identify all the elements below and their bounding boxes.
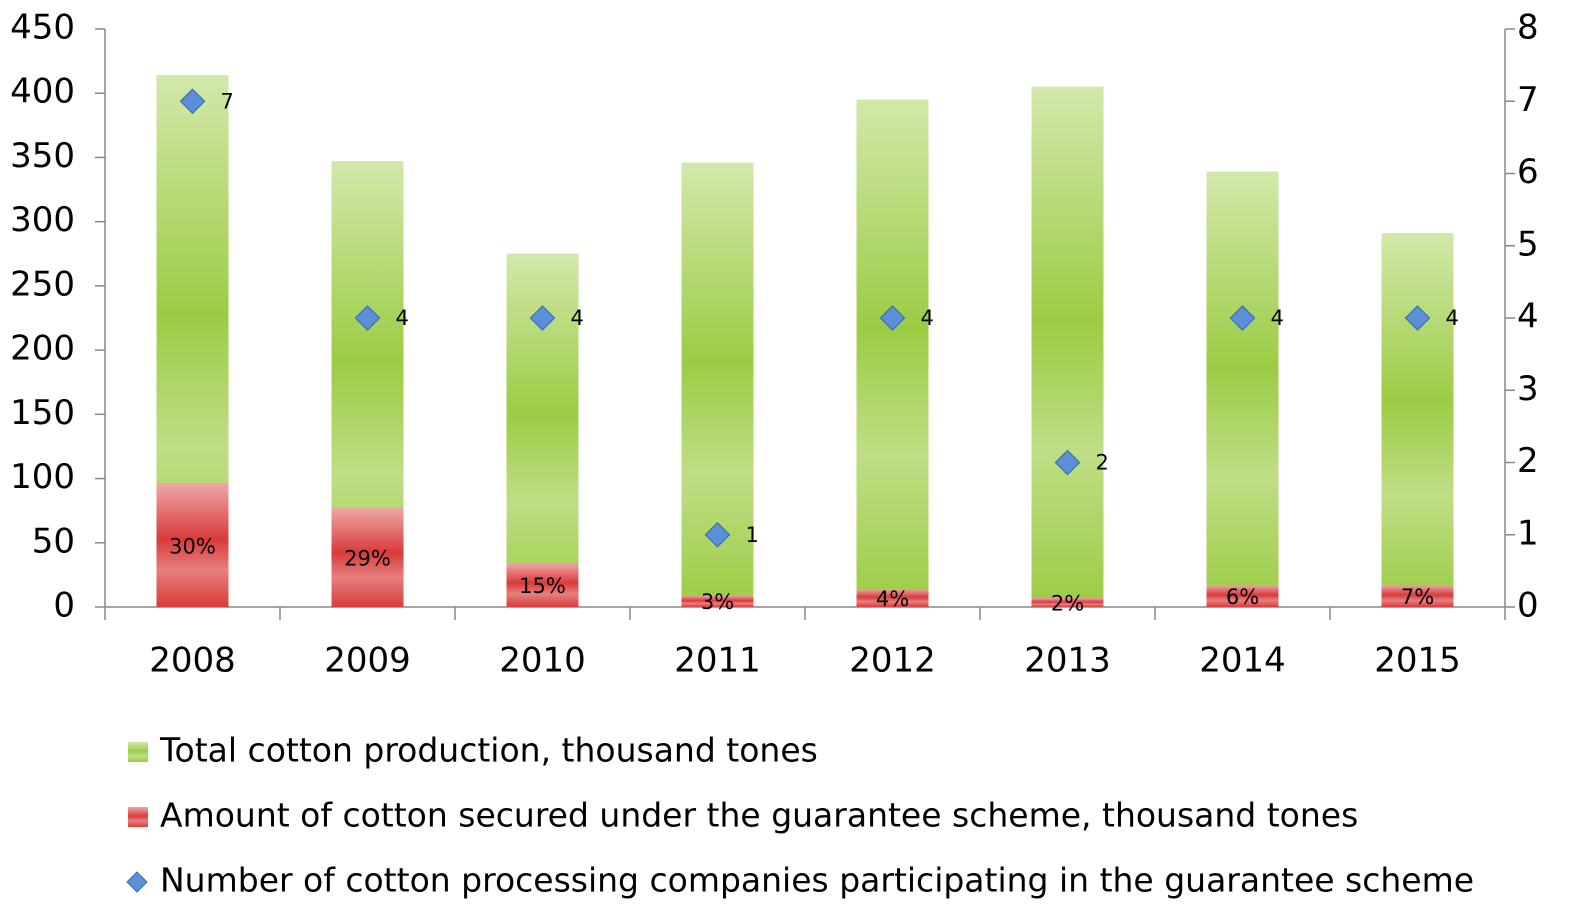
- y2-tick-label: 8: [1517, 8, 1539, 48]
- bar-shine: [856, 589, 929, 607]
- bar-shine: [1381, 233, 1454, 607]
- y2-tick-label: 2: [1517, 441, 1539, 481]
- data-label: 4: [1271, 306, 1284, 330]
- bar-annotation: 6%: [1226, 585, 1259, 609]
- x-tick-label: 2008: [149, 641, 236, 681]
- x-tick-label: 2012: [849, 641, 936, 681]
- x-tick-label: 2010: [499, 641, 586, 681]
- bar-annotation: 2%: [1051, 592, 1084, 616]
- x-tick-label: 2014: [1199, 641, 1286, 681]
- legend-marker: [126, 871, 148, 893]
- bar-shine: [156, 483, 229, 607]
- y-tick-label: 150: [10, 393, 75, 433]
- bar-shine: [506, 563, 579, 607]
- y2-tick-label: 5: [1517, 224, 1539, 264]
- marker: [354, 305, 381, 331]
- y-tick-label: 50: [32, 521, 75, 561]
- marker: [179, 88, 206, 115]
- x-tick-label: 2011: [674, 641, 761, 681]
- y-tick-label: 300: [10, 200, 75, 240]
- bar-annotation: 7%: [1401, 585, 1434, 609]
- legend-shine: [128, 807, 148, 827]
- y2-tick-label: 0: [1517, 586, 1539, 626]
- data-label: 4: [396, 306, 409, 330]
- bar-shine: [1381, 585, 1454, 607]
- y2-tick-label: 1: [1517, 513, 1539, 553]
- bar-annotation: 30%: [169, 534, 216, 558]
- y2-tick-label: 4: [1517, 297, 1539, 337]
- bar-shine: [331, 508, 404, 607]
- y-tick-label: 350: [10, 136, 75, 176]
- legend-label: Number of cotton processing companies pa…: [160, 861, 1474, 900]
- marker: [1054, 449, 1081, 476]
- legend-label: Amount of cotton secured under the guara…: [160, 796, 1358, 835]
- data-label: 4: [921, 306, 934, 330]
- marker: [1404, 305, 1431, 331]
- bar-shine: [1031, 598, 1104, 607]
- data-label: 4: [1446, 306, 1459, 330]
- data-label: 2: [1096, 451, 1109, 475]
- marker: [879, 305, 906, 331]
- y2-tick-label: 7: [1517, 80, 1539, 120]
- data-label: 1: [746, 523, 759, 547]
- data-label: 4: [571, 306, 584, 330]
- y2-tick-label: 3: [1517, 369, 1539, 409]
- bar-annotation: 3%: [701, 590, 734, 614]
- y-tick-label: 0: [53, 586, 75, 626]
- y-tick-label: 100: [10, 457, 75, 497]
- legend-shine: [128, 742, 148, 762]
- y-tick-label: 250: [10, 264, 75, 304]
- bar-annotation: 4%: [876, 587, 909, 611]
- y2-tick-label: 6: [1517, 152, 1539, 192]
- y-tick-label: 450: [10, 8, 75, 48]
- bar-shine: [1206, 171, 1279, 607]
- x-tick-label: 2013: [1024, 641, 1111, 681]
- bar-shine: [1206, 585, 1279, 607]
- marker: [704, 521, 731, 548]
- bar-shine: [1031, 86, 1104, 608]
- bar-shine: [681, 595, 754, 607]
- bar-shine: [856, 99, 929, 608]
- x-tick-label: 2009: [324, 641, 411, 681]
- bar-annotation: 29%: [344, 547, 391, 571]
- data-label: 7: [221, 89, 234, 113]
- legend-label: Total cotton production, thousand tones: [159, 731, 818, 770]
- marker: [529, 305, 556, 331]
- bar-annotation: 15%: [519, 574, 566, 598]
- marker: [1229, 305, 1256, 331]
- y-tick-label: 400: [10, 72, 75, 112]
- x-tick-label: 2015: [1374, 641, 1461, 681]
- y-tick-label: 200: [10, 329, 75, 369]
